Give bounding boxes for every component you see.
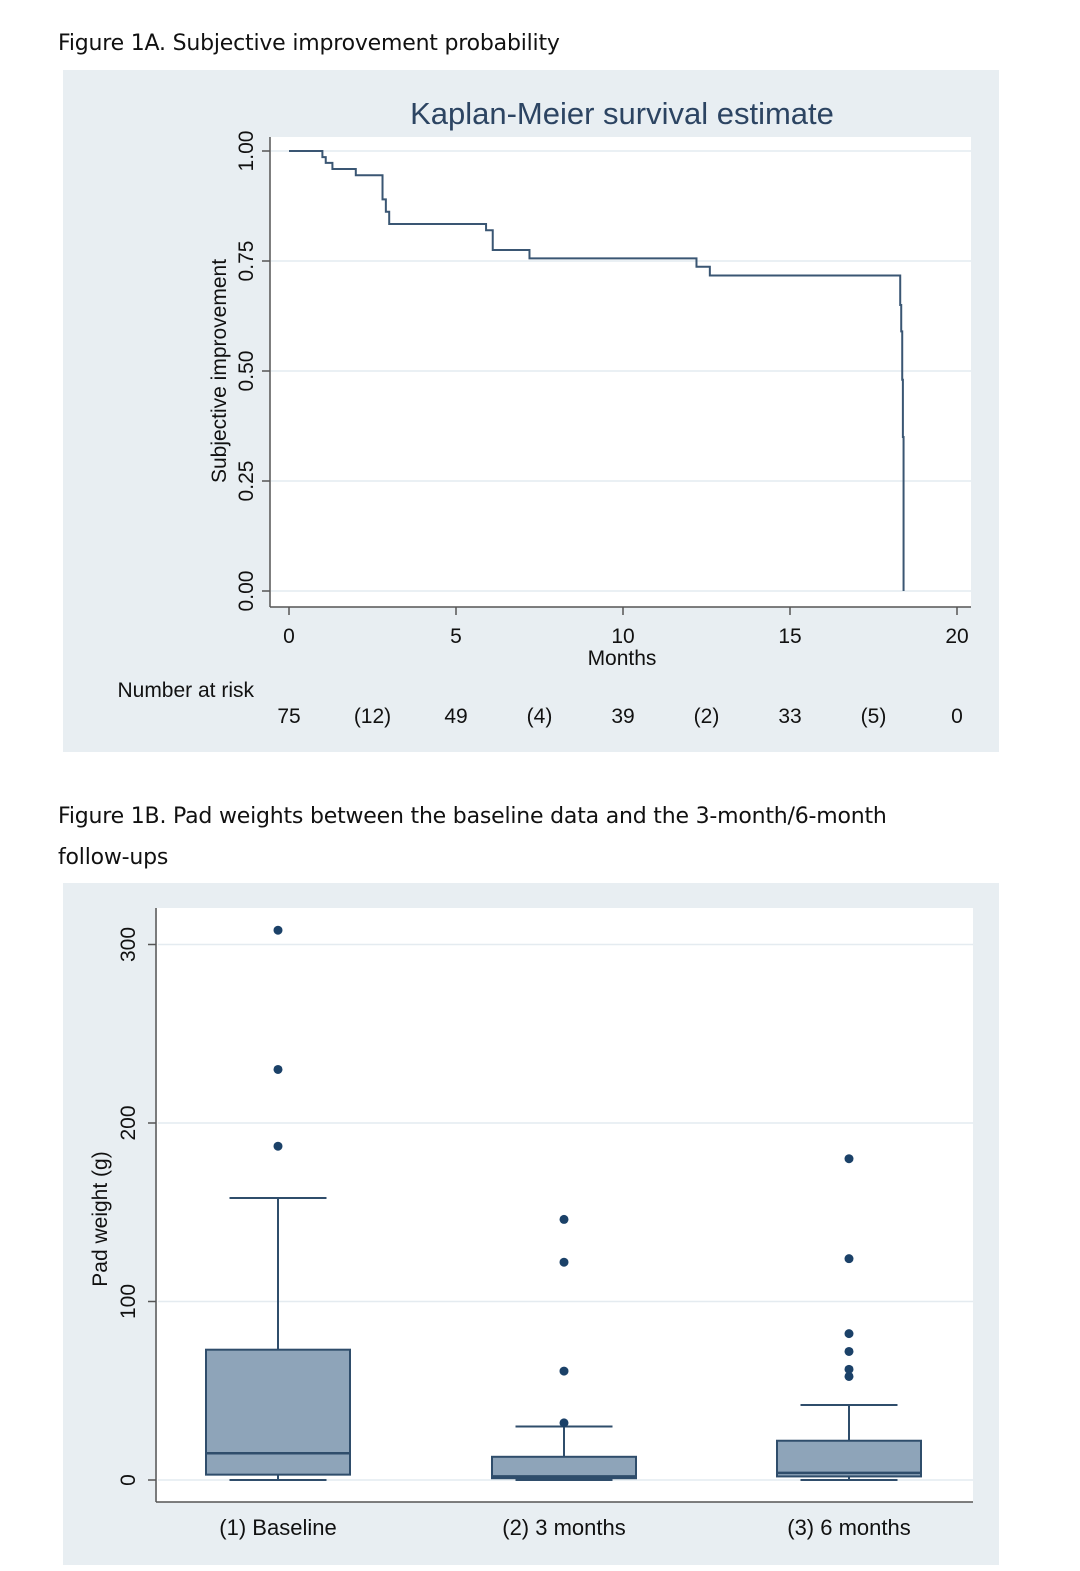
km-y-tick-label: 0.25 (235, 461, 258, 502)
risk-table-value: (4) (527, 705, 553, 728)
figure-1a-caption: Figure 1A. Subjective improvement probab… (58, 31, 560, 56)
box-category-label: (3) 6 months (787, 1515, 911, 1540)
box-outlier-point (559, 1418, 569, 1428)
km-y-tick-label: 0.75 (235, 241, 258, 282)
km-x-tick-label: 15 (778, 625, 801, 648)
box-y-axis-label: Pad weight (g) (89, 1151, 112, 1286)
box-iqr (491, 1455, 637, 1480)
box-category-label: (2) 3 months (502, 1515, 626, 1540)
box-outlier-point (844, 1254, 854, 1264)
box-outlier-point (559, 1366, 569, 1376)
number-at-risk-label: Number at risk (117, 679, 254, 702)
box-outlier-point (273, 925, 283, 935)
box-y-tick-label: 100 (117, 1284, 140, 1319)
box-outlier-point (559, 1257, 569, 1267)
risk-table-value: (2) (694, 705, 720, 728)
box-group (776, 1154, 922, 1481)
box-iqr (205, 1348, 351, 1476)
km-y-tick-label: 1.00 (235, 131, 258, 172)
box-outlier-point (844, 1154, 854, 1164)
box-outlier-point (844, 1346, 854, 1356)
box-outlier-point (273, 1141, 283, 1151)
km-y-tick-label: 0.50 (235, 351, 258, 392)
km-y-tick-label: 0.00 (235, 571, 258, 612)
km-x-tick-label: 10 (611, 625, 634, 648)
box-outlier-point (559, 1214, 569, 1224)
km-x-axis-label: Months (588, 647, 657, 670)
km-chart: Kaplan-Meier survival estimate Subjectiv… (117, 96, 971, 728)
figure-1b-caption-line1: Figure 1B. Pad weights between the basel… (58, 804, 887, 829)
km-y-axis-label: Subjective improvement (208, 259, 231, 483)
box-group (491, 1214, 637, 1481)
km-x-tick-label: 20 (945, 625, 968, 648)
risk-table-value: (12) (354, 705, 391, 728)
box-outlier-point (844, 1364, 854, 1374)
box-y-tick-label: 200 (117, 1105, 140, 1140)
box-y-tick-label: 300 (117, 927, 140, 962)
risk-table-value: 33 (778, 705, 801, 728)
risk-table-value: (5) (861, 705, 887, 728)
risk-table-value: 75 (277, 705, 300, 728)
figure-1b-caption-line2: follow-ups (58, 845, 169, 870)
box-iqr (776, 1439, 922, 1478)
risk-table-value: 39 (611, 705, 634, 728)
km-survival-line (289, 150, 905, 591)
box-group (205, 925, 351, 1481)
box-category-label: (1) Baseline (219, 1515, 336, 1540)
box-outlier-point (273, 1064, 283, 1074)
risk-table-value: 49 (444, 705, 467, 728)
box-outlier-point (844, 1329, 854, 1339)
box-y-tick-label: 0 (117, 1474, 140, 1486)
km-x-tick-label: 5 (450, 625, 462, 648)
km-plot-area (270, 137, 971, 607)
km-x-tick-label: 0 (283, 625, 295, 648)
box-outlier-point (844, 1371, 854, 1381)
risk-table-value: 0 (951, 705, 963, 728)
km-chart-title: Kaplan-Meier survival estimate (410, 96, 834, 131)
